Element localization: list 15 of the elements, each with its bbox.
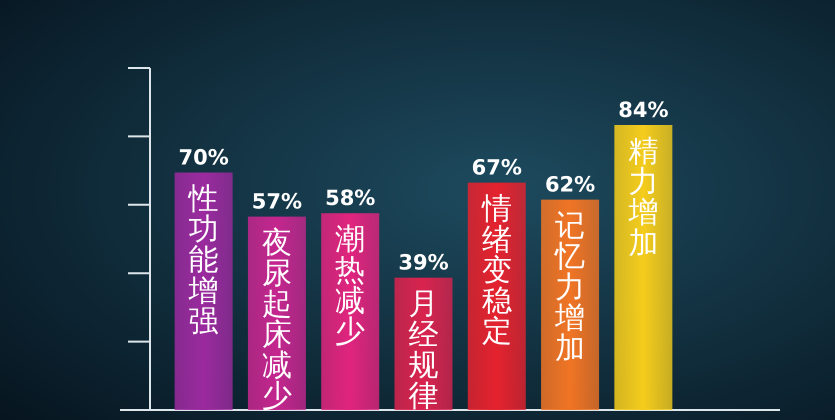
data-label: 57% [252, 190, 302, 214]
x-tick-label: 精力增加 [627, 134, 658, 261]
data-label: 62% [544, 172, 596, 197]
x-tick-label: 记忆力增加 [554, 208, 586, 366]
data-label: 39% [398, 250, 449, 275]
data-label: 84% [618, 98, 668, 122]
x-tick-label: 月经规律 [408, 286, 438, 414]
bar [614, 125, 672, 410]
data-label: 70% [178, 146, 229, 170]
x-tick-label: 潮热减少 [335, 222, 366, 350]
data-label: 58% [325, 186, 376, 210]
x-tick-label: 夜尿起床减少 [262, 226, 292, 414]
x-tick-label: 性功能增强 [188, 182, 219, 339]
data-label: 67% [472, 156, 522, 180]
x-tick-label: 情绪变稳定 [480, 192, 512, 350]
